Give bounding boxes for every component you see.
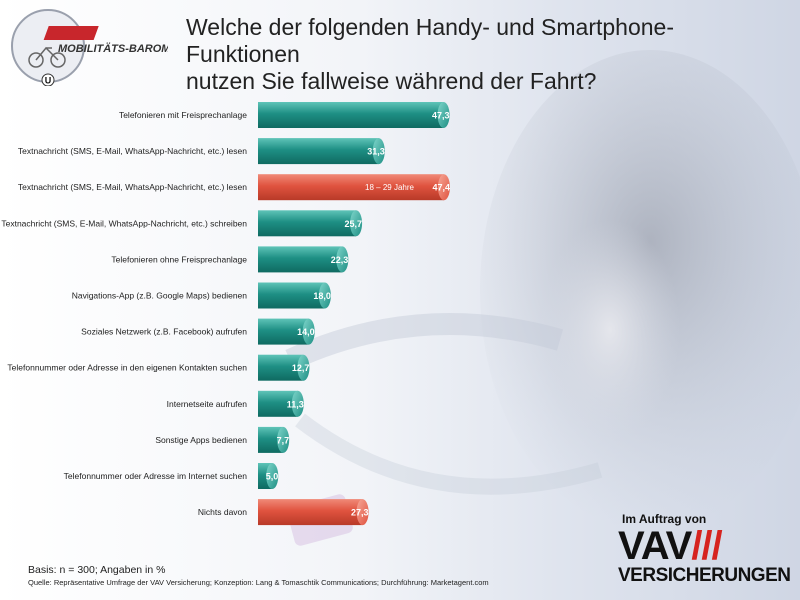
bicycle-car-icon [28, 26, 99, 68]
bar [258, 174, 444, 201]
sponsor-brand-text: VAV [618, 524, 692, 568]
chart-title-line-2: nutzen Sie fallweise während der Fahrt? [186, 68, 597, 94]
bar-cap [437, 174, 450, 201]
sponsor-bars: /// [691, 524, 722, 568]
value-label: 12,7 [292, 363, 310, 373]
category-label: Internetseite aufrufen [167, 399, 248, 409]
value-label: 11,3 [287, 399, 304, 409]
value-label: 25,7 [345, 219, 363, 229]
category-label: Soziales Netzwerk (z.B. Facebook) aufruf… [81, 327, 247, 337]
sponsor-caption: Im Auftrag von [622, 512, 707, 526]
source-note: Quelle: Repräsentative Umfrage der VAV V… [28, 578, 489, 587]
chart-title: Welche der folgenden Handy- und Smartpho… [186, 14, 786, 95]
logo-text: MOBILITÄTS-BAROMETER.AT [58, 42, 168, 55]
bar [258, 390, 298, 417]
category-label: Textnachricht (SMS, E-Mail, WhatsApp-Nac… [18, 146, 247, 156]
category-label: Textnachricht (SMS, E-Mail, WhatsApp-Nac… [18, 182, 247, 192]
basis-note: Basis: n = 300; Angaben in % [28, 564, 166, 576]
value-label: 27,3 [351, 508, 369, 518]
bar-cap [437, 102, 450, 128]
value-label: 7,7 [277, 435, 290, 445]
bar-cap [266, 463, 279, 489]
value-label: 31,3 [367, 147, 385, 157]
category-label: Sonstige Apps bedienen [155, 435, 247, 445]
value-label: 14,0 [297, 327, 315, 337]
category-label: Telefonnummer oder Adresse in den eigene… [7, 363, 247, 373]
bar [258, 318, 309, 345]
category-label: Nichts davon [198, 507, 247, 517]
value-label: 47,3 [432, 111, 450, 121]
bar-cap [291, 390, 304, 417]
bar [258, 282, 325, 309]
bars-group: Telefonieren mit Freisprechanlage 47,3 Tex… [1, 102, 450, 526]
sponsor-subtitle: VERSICHERUNGEN [618, 565, 791, 586]
logo-letter: U [45, 76, 52, 86]
value-label: 47,4 [432, 183, 450, 193]
chart-title-line-1: Welche der folgenden Handy- und Smartpho… [186, 14, 674, 67]
bar [258, 354, 304, 381]
bar-cap [318, 282, 331, 309]
bar-cap [356, 499, 369, 526]
bar-cap [277, 426, 290, 453]
bar [258, 102, 444, 128]
category-label: Telefonieren mit Freisprechanlage [119, 110, 247, 120]
bar [258, 499, 363, 526]
category-label: Telefonieren ohne Freisprechanlage [111, 254, 247, 264]
bar-cap [336, 246, 349, 273]
category-label: Textnachricht (SMS, E-Mail, WhatsApp-Nac… [1, 218, 247, 228]
bar-cap [302, 318, 315, 345]
category-label: Telefonnummer oder Adresse im Internet s… [64, 471, 248, 481]
value-label: 18,0 [313, 291, 331, 301]
bar [258, 246, 343, 273]
bar [258, 138, 379, 165]
value-label: 5,0 [266, 472, 279, 482]
value-label: 22,3 [331, 255, 349, 265]
category-label: Navigations-App (z.B. Google Maps) bedie… [72, 291, 248, 301]
bar [258, 210, 357, 237]
sponsor-logo: Im Auftrag von VAV/// VERSICHERUNGEN [618, 512, 791, 592]
bar-annotation: 18 – 29 Jahre [365, 183, 414, 192]
bar-cap [372, 138, 385, 165]
bar-cap [350, 210, 363, 237]
bar-cap [297, 354, 310, 381]
sponsor-brand: VAV/// [618, 526, 788, 566]
logo: MOBILITÄTS-BAROMETER.AT U [11, 9, 168, 86]
